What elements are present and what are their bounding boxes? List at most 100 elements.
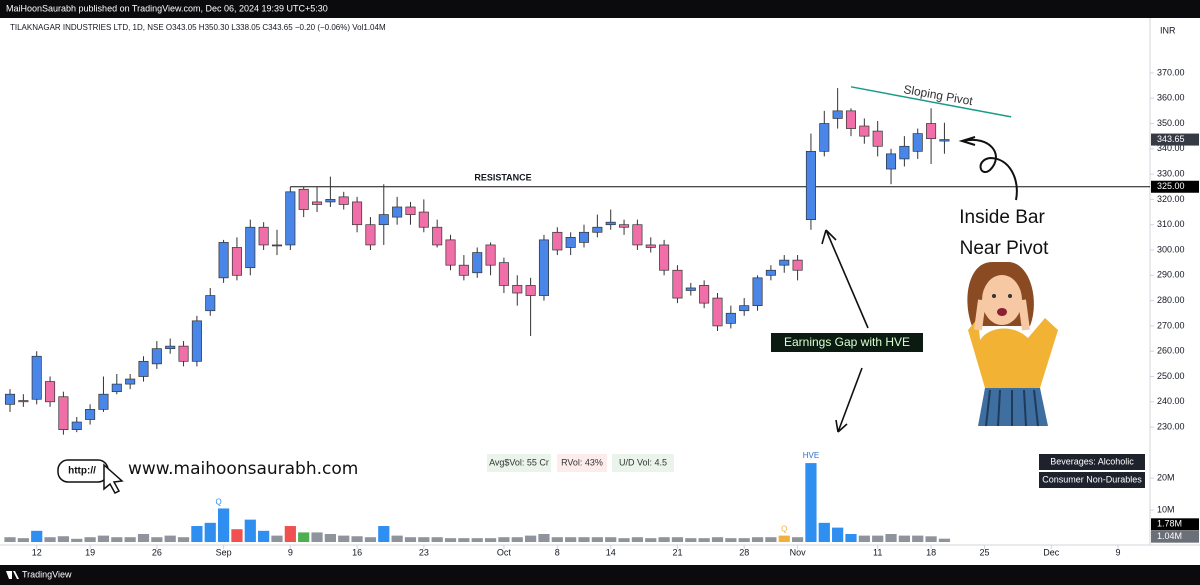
y-tick-label: 310.00 [1157, 219, 1185, 229]
volume-label-box [1151, 518, 1199, 531]
volume-bar [818, 522, 830, 542]
price-label-box [1151, 133, 1199, 146]
candle-body [632, 224, 643, 246]
candle-body [792, 259, 803, 271]
volume-bar [685, 538, 697, 542]
bottom-bar [0, 565, 1200, 585]
volume-bar [44, 537, 56, 542]
candle-body [312, 201, 323, 205]
volume-bar [658, 537, 670, 542]
candle-body [458, 264, 469, 276]
candle-body [886, 153, 897, 170]
volume-bar [258, 530, 270, 542]
candle-body [218, 242, 229, 279]
candle-body [285, 191, 296, 246]
volume-bar [31, 530, 43, 542]
candle-body [525, 285, 536, 296]
candle-body [832, 110, 843, 119]
volume-bar [591, 537, 603, 542]
y-tick-label: 280.00 [1157, 295, 1185, 305]
near-pivot-text: Near Pivot [960, 238, 1049, 259]
candle-body [191, 320, 202, 362]
x-tick-label: 26 [152, 547, 162, 557]
volume-bar [444, 538, 457, 542]
x-tick-label: 16 [352, 547, 362, 557]
volume-bar [525, 535, 537, 542]
candle-body [779, 259, 790, 266]
ud-vol: U/D Vol: 4.5 [619, 457, 667, 467]
inside-bar-text: Inside Bar [959, 207, 1045, 228]
volume-bar [671, 537, 684, 542]
volume-bar [378, 526, 390, 542]
volume-bar [217, 508, 230, 542]
candle-body [205, 295, 216, 312]
x-tick-label: 28 [739, 547, 749, 557]
x-tick-label: 8 [555, 547, 560, 557]
resistance-label: RESISTANCE [474, 172, 531, 182]
volume-bar [84, 537, 96, 542]
volume-bar [338, 535, 350, 542]
volume-bar [872, 535, 884, 542]
volume-bar [284, 526, 296, 542]
volume-bar [538, 534, 550, 542]
candle-body [725, 312, 736, 324]
volume-bar [765, 537, 777, 542]
candle-body [365, 224, 376, 246]
candle-body [378, 214, 389, 226]
price-label: 325.00 [1157, 181, 1185, 191]
candle-body [352, 201, 363, 226]
symbol-header: TILAKNAGAR INDUSTRIES LTD, 1D, NSE O343.… [10, 23, 386, 32]
volume-bar [938, 538, 951, 542]
volume-bar [324, 534, 336, 542]
x-tick-label: 9 [1115, 547, 1120, 557]
y-tick-label: 370.00 [1157, 67, 1185, 77]
cursor-icon [103, 463, 124, 494]
y-tick-label: 320.00 [1157, 194, 1185, 204]
y-tick-label: 290.00 [1157, 270, 1185, 280]
candle-body [418, 211, 429, 228]
volume-bar [17, 538, 29, 542]
candle-body [752, 277, 763, 307]
candle-body [926, 123, 937, 140]
x-tick-label: 18 [926, 547, 936, 557]
x-tick-label: Nov [790, 547, 807, 557]
q-marker: Q [215, 498, 221, 507]
x-tick-label: 25 [979, 547, 989, 557]
volume-bar [912, 535, 924, 542]
publisher: MaiHoonSaurabh published on TradingView.… [6, 3, 328, 13]
candle-body [178, 345, 189, 362]
volume-bar [418, 537, 430, 542]
http-text: http:// [68, 466, 96, 477]
candle-body [592, 226, 603, 233]
candle-body [245, 226, 256, 269]
candle-body [325, 199, 336, 203]
y-tick-label: 340.00 [1157, 143, 1185, 153]
rvol: RVol: 43% [561, 457, 603, 467]
x-tick-label: Oct [497, 547, 512, 557]
volume-bar [551, 537, 563, 542]
rvol-box [557, 454, 607, 472]
candle-body [859, 125, 870, 137]
volume-bar [204, 522, 216, 542]
volume-bar [164, 535, 176, 542]
y-tick-label: 350.00 [1157, 118, 1185, 128]
volume-bar [391, 535, 403, 542]
volume-bar [711, 537, 724, 542]
ud-box [612, 454, 674, 472]
candle-body [258, 226, 269, 246]
volume-bar [351, 536, 363, 542]
volume-bar [605, 537, 617, 542]
volume-bar [298, 532, 310, 542]
volume-bar [725, 538, 737, 542]
x-tick-label: Sep [216, 547, 232, 557]
volume-bar [244, 519, 256, 542]
gap-label: Earnings Gap with HVE [784, 335, 910, 349]
hve-label: HVE [803, 451, 819, 460]
volume-bar [471, 538, 483, 542]
volume-bar [231, 529, 243, 542]
candle-body [699, 285, 710, 304]
volume-label-box [1151, 530, 1199, 543]
y-tick-label: 250.00 [1157, 371, 1185, 381]
candle-body [512, 285, 523, 294]
candle-body [405, 206, 416, 215]
